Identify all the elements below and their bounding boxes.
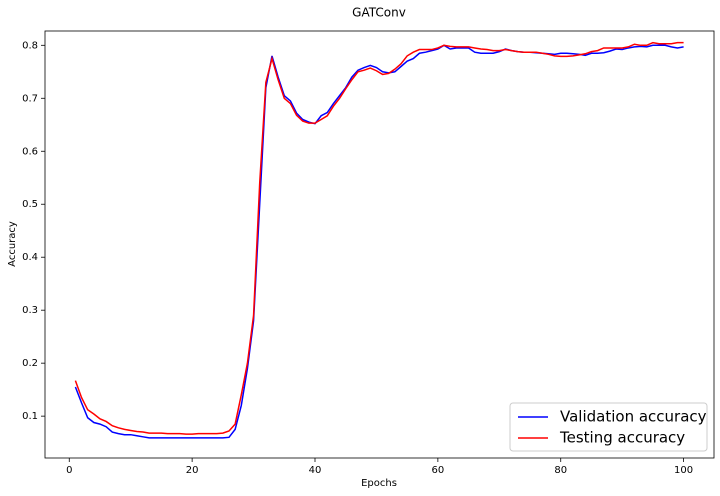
plot-frame (44, 30, 715, 459)
y-tick-label: 0.5 (22, 199, 38, 210)
legend-box (509, 402, 708, 452)
chart-title: GATConv (352, 6, 406, 20)
y-tick-label: 0.1 (22, 411, 38, 422)
legend-label: Testing accuracy (559, 429, 685, 447)
y-tick-label: 0.6 (22, 146, 38, 157)
series-line (74, 41, 684, 435)
y-tick-label: 0.2 (22, 358, 38, 369)
x-tick-label: 40 (309, 465, 322, 476)
x-tick-label: 20 (186, 465, 199, 476)
legend-label: Validation accuracy (560, 408, 707, 426)
y-tick-label: 0.4 (22, 252, 38, 263)
y-axis-label: Accuracy (7, 221, 18, 267)
series-line (74, 44, 684, 439)
x-tick-label: 60 (431, 465, 444, 476)
y-tick-label: 0.8 (22, 40, 38, 51)
x-tick-label: 0 (66, 465, 72, 476)
legend: Validation accuracy Testing accuracy (509, 402, 708, 452)
x-axis-label: Epochs (361, 478, 397, 489)
y-tick-label: 0.7 (22, 93, 38, 104)
x-tick-label: 80 (554, 465, 567, 476)
x-tick-label: 100 (674, 465, 693, 476)
y-tick-label: 0.3 (22, 305, 38, 316)
